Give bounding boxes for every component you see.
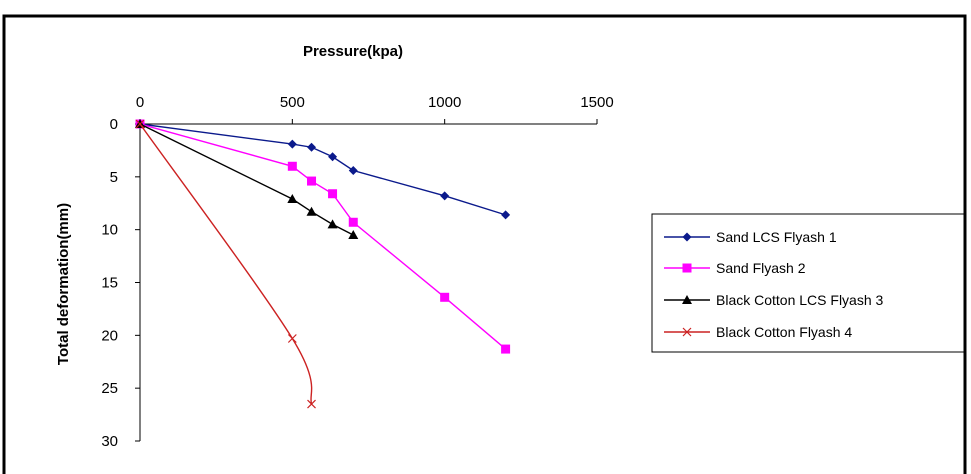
x-marker-stroke: [307, 399, 316, 409]
data-point: [307, 399, 316, 409]
data-point: [501, 210, 511, 220]
y-tick-label: 30: [101, 433, 118, 450]
data-point: [287, 161, 297, 171]
legend-label: Black Cotton Flyash 4: [716, 324, 852, 340]
legend-label: Sand LCS Flyash 1: [716, 229, 837, 245]
series-4: [135, 119, 316, 409]
data-point: [348, 165, 358, 175]
data-point: [501, 344, 511, 354]
data-point: [348, 229, 359, 239]
y-tick-label: 10: [101, 222, 118, 239]
legend-label: Black Cotton LCS Flyash 3: [716, 292, 884, 308]
x-marker-stroke: [682, 327, 692, 337]
legend-item-1: Sand LCS Flyash 1: [664, 229, 837, 245]
x-tick-label: 1000: [428, 94, 461, 111]
x-tick-label: 500: [280, 94, 305, 111]
x-marker-stroke: [135, 119, 145, 129]
data-point: [287, 194, 298, 204]
legend-marker: [682, 295, 692, 304]
y-tick-label: 20: [101, 327, 118, 344]
legend-marker: [682, 263, 692, 273]
data-point: [328, 189, 338, 199]
data-point: [440, 191, 450, 201]
axes: 0 500 1000 1500 0 5 10 15 20 25 30: [101, 94, 613, 450]
data-point: [348, 217, 358, 227]
data-point: [307, 176, 317, 186]
series-line-4: [139, 123, 313, 405]
data-point: [135, 119, 145, 129]
x-axis-title: Pressure(kpa): [303, 43, 403, 60]
data-point: [328, 152, 338, 162]
y-tick-label: 15: [101, 275, 118, 292]
x-marker-stroke: [287, 334, 297, 343]
legend-item-3: Black Cotton LCS Flyash 3: [664, 292, 884, 308]
y-tick-label: 5: [110, 169, 118, 186]
legend-marker: [682, 232, 692, 242]
x-tick-label: 0: [136, 94, 144, 111]
data-point: [287, 139, 297, 149]
data-point: [307, 142, 317, 152]
legend: Sand LCS Flyash 1 Sand Flyash 2 Black Cott…: [664, 229, 884, 340]
y-tick-label: 0: [110, 116, 118, 133]
data-point: [287, 334, 297, 343]
plot-area: [135, 119, 511, 409]
x-tick-label: 1500: [580, 94, 613, 111]
data-point: [327, 219, 338, 229]
data-point: [440, 292, 450, 302]
data-point: [306, 206, 317, 216]
legend-item-2: Sand Flyash 2: [664, 260, 806, 276]
legend-marker: [682, 327, 692, 337]
y-tick-label: 25: [101, 380, 118, 397]
legend-label: Sand Flyash 2: [716, 260, 806, 276]
y-axis-title: Total deformation(mm): [55, 203, 72, 365]
legend-item-4: Black Cotton Flyash 4: [664, 324, 852, 340]
